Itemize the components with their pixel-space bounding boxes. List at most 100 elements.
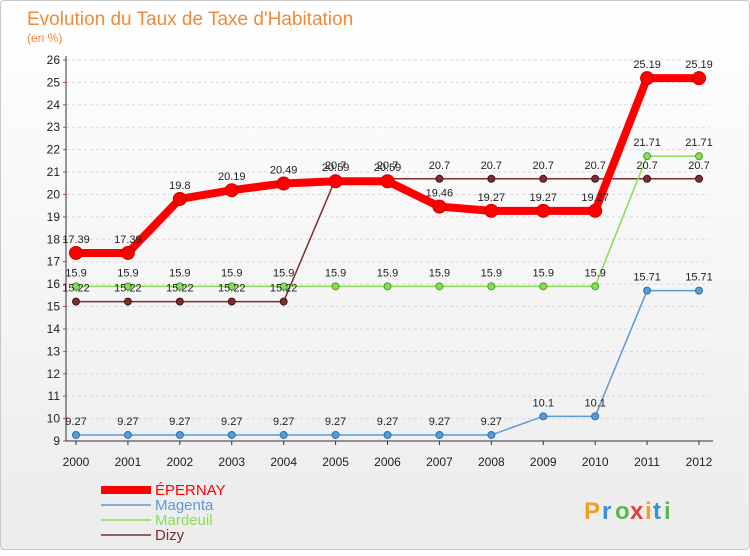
data-label-mardeuil: 15.9 (169, 267, 190, 279)
logo-letter: r (602, 498, 611, 525)
legend-label-epernay: ÉPERNAY (155, 482, 226, 499)
data-label-dizy: 15.22 (270, 283, 298, 295)
data-label-magenta: 10.1 (533, 397, 554, 409)
data-point-mardeuil (279, 282, 288, 291)
data-label-magenta: 9.27 (117, 416, 138, 428)
data-label-epernay: 20.49 (270, 164, 298, 176)
data-point-dizy (123, 297, 132, 306)
y-tick-label: 10 (47, 412, 61, 426)
data-label-magenta: 9.27 (481, 416, 502, 428)
data-point-dizy (227, 297, 236, 306)
data-label-epernay: 25.19 (633, 59, 661, 71)
data-label-magenta: 9.27 (221, 416, 242, 428)
data-point-mardeuil (695, 152, 703, 161)
data-point-dizy (72, 297, 80, 306)
data-label-epernay: 19.8 (169, 180, 190, 192)
data-label-epernay: 17.39 (114, 234, 142, 246)
data-label-mardeuil: 15.9 (533, 267, 554, 279)
data-point-epernay (640, 71, 655, 86)
data-label-dizy: 20.7 (584, 160, 605, 172)
data-label-mardeuil: 15.9 (65, 267, 86, 279)
x-tick-label: 2005 (322, 455, 349, 469)
data-point-magenta (331, 430, 340, 439)
data-point-epernay (380, 174, 395, 189)
data-point-epernay (224, 183, 239, 198)
data-point-epernay (536, 203, 551, 218)
data-label-magenta: 9.27 (325, 416, 346, 428)
data-label-epernay: 19.27 (529, 192, 557, 204)
data-label-dizy: 20.7 (481, 160, 502, 172)
x-tick-label: 2002 (166, 455, 193, 469)
x-tick-label: 2008 (478, 455, 505, 469)
data-point-dizy (591, 174, 600, 183)
data-point-dizy (643, 174, 652, 183)
data-point-epernay (328, 174, 343, 189)
data-label-dizy: 20.7 (688, 160, 709, 172)
data-point-epernay (172, 191, 187, 206)
data-label-epernay: 19.46 (426, 188, 454, 200)
y-tick-label: 25 (47, 75, 61, 89)
y-tick-label: 11 (48, 389, 61, 403)
data-label-mardeuil: 15.9 (377, 267, 398, 279)
data-point-mardeuil (175, 282, 184, 291)
chart-title: Evolution du Taux de Taxe d'Habitation (27, 9, 353, 30)
data-point-magenta (175, 430, 184, 439)
data-point-epernay (276, 176, 291, 191)
y-tick-label: 15 (47, 300, 61, 314)
y-tick-label: 21 (47, 165, 61, 179)
data-point-magenta (695, 286, 703, 295)
data-point-epernay (692, 71, 706, 86)
data-point-dizy (695, 174, 703, 183)
x-tick-label: 2000 (63, 455, 90, 469)
data-label-magenta: 15.71 (633, 272, 661, 284)
data-label-mardeuil: 21.71 (633, 137, 661, 149)
data-label-magenta: 9.27 (429, 416, 450, 428)
x-tick-label: 2001 (115, 455, 142, 469)
data-label-mardeuil: 15.9 (273, 267, 294, 279)
logo-letter: x (630, 498, 644, 525)
y-tick-label: 26 (47, 53, 61, 67)
data-point-magenta (72, 430, 80, 439)
x-tick-label: 2007 (426, 455, 453, 469)
data-label-dizy: 15.22 (114, 283, 142, 295)
y-tick-label: 20 (47, 187, 61, 201)
data-label-epernay: 20.59 (374, 162, 402, 174)
x-tick-label: 2006 (374, 455, 401, 469)
y-tick-label: 17 (47, 255, 61, 269)
x-tick-label: 2004 (270, 455, 297, 469)
data-point-dizy (435, 174, 444, 183)
data-point-dizy (487, 174, 496, 183)
data-label-magenta: 9.27 (377, 416, 398, 428)
series-line-magenta (76, 289, 699, 436)
data-label-dizy: 20.7 (429, 160, 450, 172)
data-label-epernay: 19.27 (478, 192, 506, 204)
y-tick-label: 23 (47, 120, 61, 134)
data-point-dizy (539, 174, 548, 183)
y-tick-label: 22 (47, 143, 61, 157)
y-tick-label: 18 (47, 232, 61, 246)
data-point-magenta (279, 430, 288, 439)
data-label-epernay: 20.59 (322, 162, 350, 174)
legend-label-magenta: Magenta (155, 497, 214, 514)
data-label-magenta: 9.27 (273, 416, 294, 428)
data-label-dizy: 15.22 (62, 283, 90, 295)
x-tick-label: 2010 (582, 455, 609, 469)
data-point-mardeuil (487, 282, 496, 291)
data-point-magenta (435, 430, 444, 439)
data-label-dizy: 15.22 (218, 283, 246, 295)
data-label-dizy: 20.7 (533, 160, 554, 172)
data-point-magenta (383, 430, 392, 439)
data-label-epernay: 20.19 (218, 171, 246, 183)
data-point-mardeuil (643, 152, 652, 161)
data-label-epernay: 17.39 (62, 234, 90, 246)
logo-letter: i (645, 498, 652, 525)
logo-letter: P (584, 498, 600, 525)
legend-label-dizy: Dizy (155, 527, 185, 544)
data-label-dizy: 20.7 (377, 160, 398, 172)
data-label-mardeuil: 15.9 (429, 267, 450, 279)
data-label-magenta: 9.27 (169, 416, 190, 428)
